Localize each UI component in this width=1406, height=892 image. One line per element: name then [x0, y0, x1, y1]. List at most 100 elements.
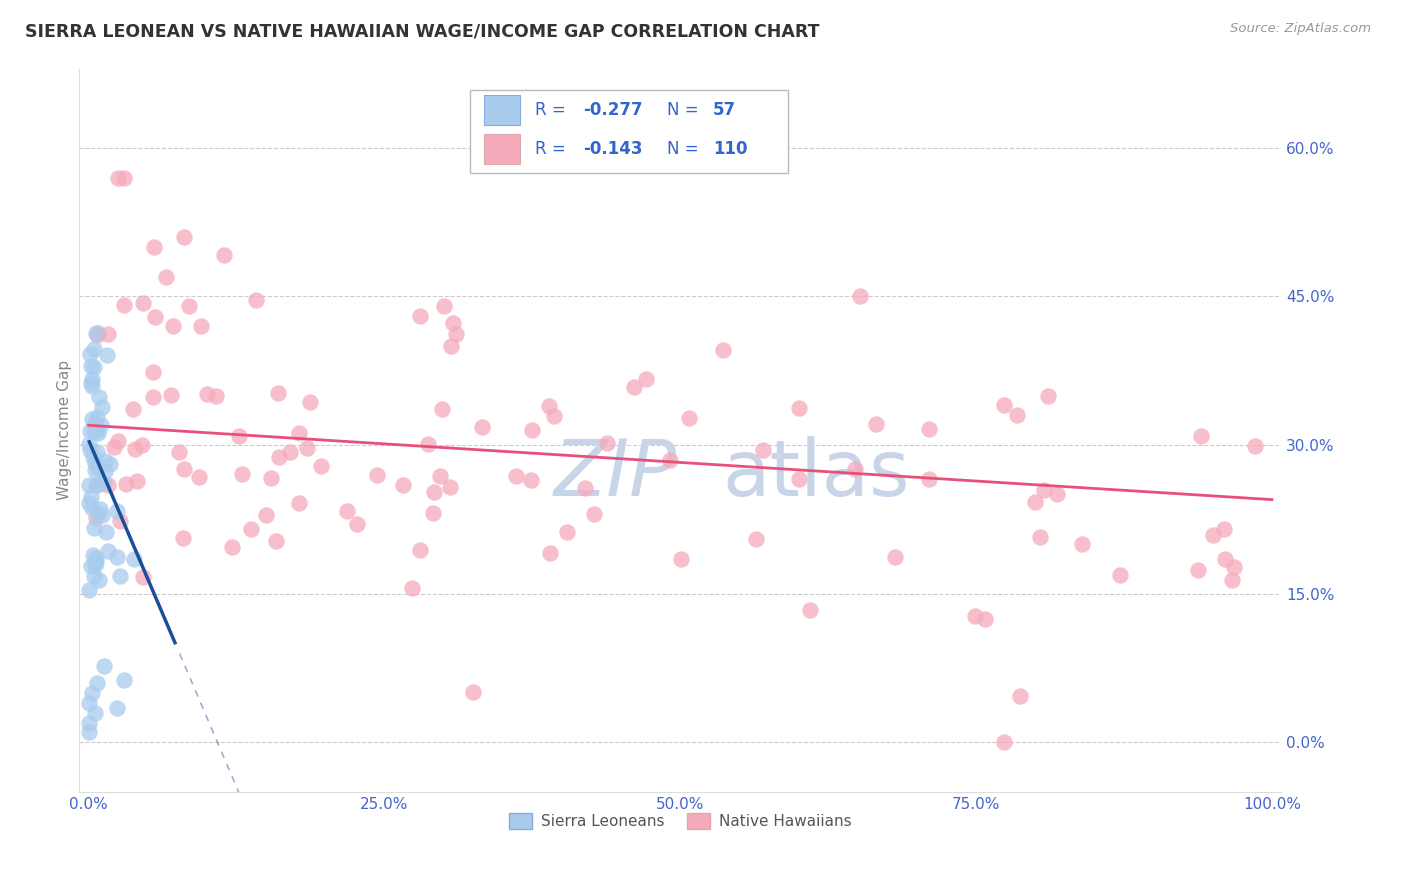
Point: [143, 310, 166, 325]
Point: [94, 464, 117, 478]
Point: [751, 442, 773, 457]
Point: [538, 399, 561, 413]
Point: [127, 474, 149, 488]
Point: [1243, 439, 1265, 453]
Point: [1029, 530, 1052, 544]
Point: [89, 501, 111, 516]
Point: [596, 436, 619, 450]
Text: -0.277: -0.277: [583, 101, 643, 119]
Point: [79, 582, 101, 597]
Point: [1070, 536, 1092, 550]
Point: [538, 546, 561, 560]
Point: [574, 481, 596, 495]
Point: [623, 380, 645, 394]
Point: [309, 458, 332, 473]
Point: [89, 573, 111, 587]
Point: [543, 409, 565, 423]
Point: [240, 522, 263, 536]
Point: [86, 328, 108, 343]
Point: [84, 551, 107, 566]
Point: [439, 479, 461, 493]
Point: [446, 327, 468, 342]
Point: [865, 417, 887, 432]
Point: [80, 412, 103, 426]
FancyBboxPatch shape: [484, 95, 520, 125]
Point: [401, 581, 423, 595]
Point: [97, 327, 120, 342]
Point: [86, 676, 108, 690]
Point: [107, 170, 129, 185]
Text: -0.143: -0.143: [583, 140, 643, 158]
Point: [84, 511, 107, 525]
Point: [84, 456, 107, 470]
Point: [155, 269, 177, 284]
Point: [86, 477, 108, 491]
Point: [142, 390, 165, 404]
Point: [82, 501, 104, 516]
Point: [82, 686, 104, 700]
Point: [745, 532, 768, 546]
Point: [471, 419, 494, 434]
Point: [799, 603, 821, 617]
Point: [90, 417, 112, 432]
Point: [112, 170, 135, 185]
Point: [84, 478, 107, 492]
Point: [429, 469, 451, 483]
Point: [295, 442, 318, 456]
Point: [658, 453, 681, 467]
Point: [336, 504, 359, 518]
Point: [205, 389, 228, 403]
Point: [91, 508, 114, 522]
Point: [84, 424, 107, 438]
Point: [505, 469, 527, 483]
Point: [440, 339, 463, 353]
FancyBboxPatch shape: [470, 90, 789, 173]
Point: [1189, 429, 1212, 443]
Point: [366, 468, 388, 483]
Point: [84, 326, 107, 341]
Point: [115, 477, 138, 491]
Point: [1008, 689, 1031, 703]
Point: [849, 288, 872, 302]
Point: [83, 521, 105, 535]
Point: [80, 558, 103, 573]
Point: [391, 478, 413, 492]
Point: [105, 504, 128, 518]
Point: [173, 462, 195, 476]
Point: [96, 348, 118, 362]
Point: [409, 542, 432, 557]
Legend: Sierra Leoneans, Native Hawaiians: Sierra Leoneans, Native Hawaiians: [502, 806, 858, 835]
Point: [582, 507, 605, 521]
Point: [110, 514, 132, 528]
Text: R =: R =: [534, 140, 571, 158]
Point: [461, 685, 484, 699]
Point: [82, 372, 104, 386]
Text: R =: R =: [534, 101, 571, 119]
Text: Source: ZipAtlas.com: Source: ZipAtlas.com: [1230, 22, 1371, 36]
Point: [678, 411, 700, 425]
Point: [671, 552, 693, 566]
Point: [131, 569, 153, 583]
Point: [83, 343, 105, 357]
Point: [190, 319, 212, 334]
Point: [409, 310, 432, 324]
Point: [110, 569, 132, 583]
Point: [105, 701, 128, 715]
Point: [288, 425, 311, 440]
Point: [77, 496, 100, 510]
Point: [1213, 522, 1236, 536]
Point: [1046, 487, 1069, 501]
Point: [82, 450, 104, 464]
Point: [87, 461, 110, 475]
Point: [1005, 409, 1028, 423]
Point: [264, 534, 287, 549]
Point: [103, 440, 125, 454]
Point: [142, 365, 165, 379]
Point: [107, 434, 129, 449]
Point: [93, 658, 115, 673]
Point: [105, 549, 128, 564]
Point: [423, 484, 446, 499]
Point: [1036, 389, 1059, 403]
Text: N =: N =: [666, 140, 704, 158]
Point: [124, 442, 146, 456]
